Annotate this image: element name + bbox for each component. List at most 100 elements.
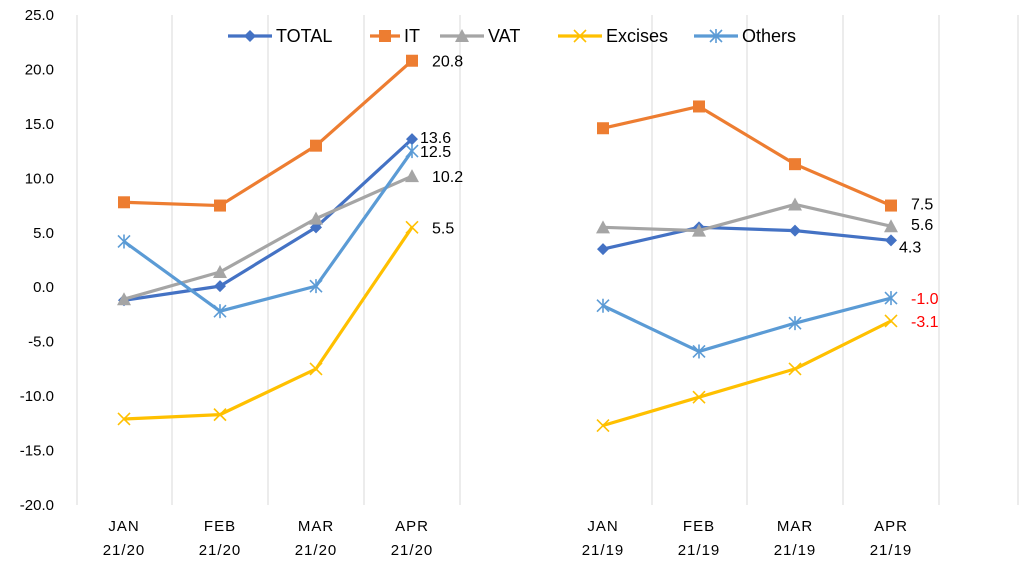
data-point-excises — [596, 418, 610, 433]
y-tick-label: -20.0 — [20, 497, 54, 514]
data-point-excises — [884, 314, 898, 328]
y-tick-label: 5.0 — [33, 225, 54, 242]
x-axis: JAN 21/20 FEB 21/20 MAR 21/20 APR 21/20 JAN 21/19… — [103, 518, 913, 559]
x-tick-label: 21/20 — [199, 542, 242, 559]
series-lines — [117, 54, 898, 433]
data-point-it — [406, 54, 418, 67]
data-point-total — [406, 133, 418, 146]
data-point-others — [309, 279, 323, 294]
x-tick-label: 21/19 — [774, 542, 817, 559]
data-point-excises — [213, 408, 227, 422]
data-point-it — [693, 100, 705, 113]
data-point-total — [597, 243, 609, 256]
legend-marker — [709, 29, 723, 43]
data-point-it — [789, 158, 801, 171]
x-tick-label: 21/19 — [870, 542, 913, 559]
data-point-excises — [309, 362, 323, 376]
data-point-others — [788, 316, 802, 331]
legend-marker — [455, 29, 469, 42]
legend-item-it: IT — [370, 26, 420, 46]
data-label-vat: 5.6 — [911, 217, 933, 234]
series-line-others — [602, 296, 892, 354]
data-point-excises — [692, 390, 706, 404]
data-label-others: -1.0 — [911, 291, 939, 308]
y-tick-label: -15.0 — [20, 443, 54, 460]
data-label-excises: 5.5 — [432, 220, 454, 237]
data-point-excises — [117, 412, 131, 426]
data-point-total — [214, 280, 226, 293]
data-point-it — [597, 122, 609, 135]
legend-label: Others — [742, 26, 796, 46]
series-line-it — [123, 59, 414, 208]
y-tick-label: 10.0 — [25, 170, 54, 187]
data-point-excises — [405, 220, 419, 234]
y-tick-label: 20.0 — [25, 61, 54, 78]
gridlines — [76, 15, 1019, 505]
data-label-it: 7.5 — [911, 197, 933, 214]
data-point-vat — [213, 264, 227, 278]
data-point-others — [884, 291, 898, 306]
y-tick-label: -10.0 — [20, 388, 54, 405]
data-point-others — [596, 298, 610, 313]
data-point-it — [885, 199, 897, 212]
series-line-excises — [123, 226, 414, 421]
legend-item-excises: Excises — [558, 26, 668, 46]
series-line-total — [602, 225, 892, 251]
y-tick-label: 25.0 — [25, 7, 54, 24]
data-label-total: 4.3 — [899, 239, 921, 256]
x-tick-label: 21/19 — [582, 542, 625, 559]
data-point-it — [214, 199, 226, 212]
legend-label: IT — [404, 26, 420, 46]
legend: TOTAL IT VAT Excises Others — [228, 26, 796, 46]
data-point-excises — [788, 362, 802, 376]
legend-item-others: Others — [694, 26, 796, 46]
x-tick-label: JAN — [587, 518, 618, 535]
data-label-others: 12.5 — [420, 144, 451, 161]
legend-marker — [573, 29, 587, 43]
x-tick-label: JAN — [108, 518, 139, 535]
series-line-excises — [602, 319, 892, 428]
x-tick-label: 21/20 — [295, 542, 338, 559]
legend-label: VAT — [488, 26, 520, 46]
series-line-vat — [602, 202, 892, 233]
x-tick-label: 21/20 — [391, 542, 434, 559]
data-point-it — [310, 139, 322, 152]
data-point-vat — [788, 197, 802, 211]
data-labels: 13.6 4.3 20.8 7.5 10.2 5.6 5.5 -3.1 12.5 -1.0 — [420, 54, 939, 331]
data-point-vat — [405, 169, 419, 183]
data-point-others — [405, 144, 419, 159]
data-point-others — [692, 344, 706, 359]
y-tick-label: 0.0 — [33, 279, 54, 296]
legend-marker — [379, 30, 391, 42]
data-point-vat — [884, 219, 898, 233]
series-line-others — [123, 150, 414, 313]
x-tick-label: 21/20 — [103, 542, 146, 559]
x-tick-label: MAR — [777, 518, 813, 535]
data-point-others — [117, 234, 131, 249]
data-point-vat — [596, 220, 610, 234]
y-axis: 25.0 20.0 15.0 10.0 5.0 0.0 -5.0 -10.0 -15.0 -20.… — [20, 7, 54, 514]
legend-marker — [244, 30, 256, 42]
legend-label: Excises — [606, 26, 668, 46]
y-tick-label: -5.0 — [28, 334, 54, 351]
data-point-total — [885, 234, 897, 247]
data-label-vat: 10.2 — [432, 169, 463, 186]
x-tick-label: FEB — [683, 518, 715, 535]
data-point-vat — [117, 292, 131, 306]
x-tick-label: 21/19 — [678, 542, 721, 559]
data-point-vat — [309, 211, 323, 225]
series-line-vat — [123, 174, 413, 301]
data-point-it — [118, 196, 130, 209]
data-label-total: 13.6 — [420, 130, 451, 147]
legend-item-vat: VAT — [440, 26, 520, 46]
y-tick-label: 15.0 — [25, 116, 54, 133]
data-point-others — [213, 304, 227, 319]
data-point-vat — [692, 223, 706, 237]
data-point-total — [789, 224, 801, 237]
x-tick-label: APR — [874, 518, 908, 535]
data-label-it: 20.8 — [432, 54, 463, 71]
series-line-it — [602, 104, 892, 208]
x-tick-label: FEB — [204, 518, 236, 535]
